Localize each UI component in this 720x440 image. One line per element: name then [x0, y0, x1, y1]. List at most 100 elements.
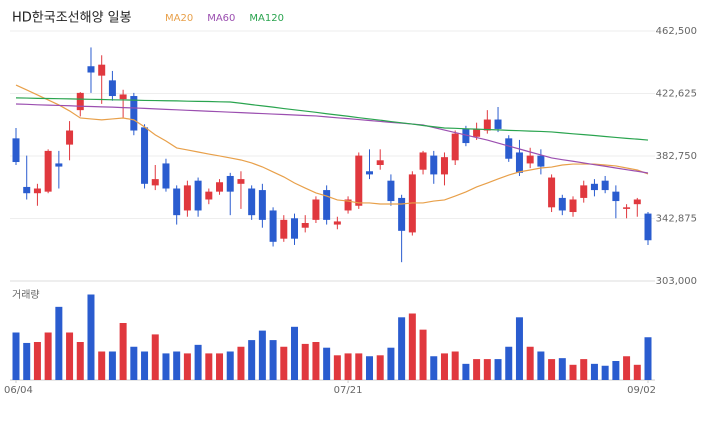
volume-bar: [548, 359, 556, 380]
ma-line: [15, 103, 649, 174]
y-tick-label: 422,625: [656, 88, 697, 99]
volume-bar: [141, 351, 149, 380]
candle-body: [344, 199, 352, 211]
candle-body: [376, 160, 384, 165]
legend-label: MA120: [249, 13, 284, 24]
candle-body: [44, 150, 52, 192]
volume-bar: [333, 355, 341, 380]
candle-body: [355, 155, 363, 206]
volume-bar: [473, 359, 481, 380]
candle-body: [526, 155, 534, 164]
candle-body: [226, 175, 234, 192]
volume-bar: [644, 337, 652, 380]
candle-body: [258, 190, 266, 220]
volume-bar: [119, 323, 127, 380]
volume-bar: [387, 347, 395, 380]
volume-bar: [66, 332, 74, 380]
volume-bar: [205, 353, 213, 380]
volume-bar: [226, 351, 234, 380]
candle-body: [162, 163, 170, 189]
candle-body: [301, 223, 309, 228]
y-tick-label: 303,000: [656, 276, 697, 287]
volume-bar: [494, 359, 502, 380]
candle-body: [205, 191, 213, 200]
volume-bar: [580, 359, 588, 380]
volume-bar: [526, 346, 534, 380]
volume-bar: [623, 356, 631, 380]
volume-bar: [12, 332, 20, 380]
volume-bar: [76, 342, 84, 380]
volume-bar: [162, 353, 170, 380]
candle-body: [365, 171, 373, 175]
x-tick-label: 07/21: [334, 385, 363, 396]
candle-body: [419, 152, 427, 170]
candle-body: [505, 138, 513, 159]
volume-bar: [612, 361, 620, 380]
candle-body: [548, 177, 556, 208]
volume-bar: [258, 330, 266, 380]
volume-bar: [98, 351, 106, 380]
volume-bar: [108, 351, 116, 380]
volume-bar: [344, 353, 352, 380]
volume-bar: [462, 363, 470, 380]
candle-body: [451, 133, 459, 161]
candle-body: [473, 128, 481, 137]
candle-body: [623, 207, 631, 209]
candle-body: [269, 210, 277, 242]
volume-bar: [23, 342, 31, 380]
volume-bar: [590, 363, 598, 380]
candle-body: [194, 180, 202, 211]
volume-bar: [365, 356, 373, 380]
candle-body: [66, 130, 74, 145]
candle-body: [333, 221, 341, 225]
volume-bar: [419, 329, 427, 380]
legend-label: MA60: [207, 13, 235, 24]
legend-label: MA20: [165, 13, 193, 24]
candle-body: [130, 96, 138, 131]
candle-body: [173, 188, 181, 216]
candle-body: [291, 218, 299, 239]
volume-bar: [408, 313, 416, 380]
volume-bar: [301, 343, 309, 380]
volume-bar: [451, 351, 459, 380]
volume-bar: [601, 365, 609, 380]
y-tick-label: 382,750: [656, 151, 697, 162]
candle-body: [580, 185, 588, 198]
volume-bar: [291, 326, 299, 380]
volume-bar: [398, 317, 406, 380]
x-tick-label: 09/02: [627, 385, 656, 396]
volume-bar: [269, 340, 277, 380]
candle-body: [55, 163, 63, 167]
candle-body: [183, 185, 191, 211]
volume-bar: [280, 346, 288, 380]
volume-bar: [33, 342, 41, 380]
candle-body: [119, 94, 127, 100]
volume-bar: [376, 355, 384, 380]
volume-bar: [537, 351, 545, 380]
candle-body: [462, 128, 470, 144]
candle-body: [108, 80, 116, 97]
volume-bar: [151, 334, 159, 380]
volume-bar: [323, 347, 331, 380]
candle-body: [141, 127, 149, 184]
volume-bar: [194, 344, 202, 380]
volume-bar: [483, 359, 491, 380]
volume-bar: [55, 306, 63, 380]
volume-bar: [505, 346, 513, 380]
candle-body: [76, 92, 84, 111]
volume-bar: [173, 351, 181, 380]
candle-body: [558, 197, 566, 211]
candle-body: [237, 179, 245, 184]
volume-bar: [87, 294, 95, 380]
candle-body: [312, 199, 320, 220]
candle-body: [323, 190, 331, 220]
candle-body: [430, 155, 438, 175]
volume-label: 거래량: [12, 289, 40, 301]
volume-bar: [183, 353, 191, 380]
candle-body: [151, 179, 159, 186]
candle-body: [644, 213, 652, 241]
candle-body: [590, 183, 598, 191]
y-tick-label: 462,500: [656, 26, 697, 37]
candle-body: [515, 152, 523, 173]
chart-title: HD한국조선해양 일봉: [12, 11, 132, 26]
